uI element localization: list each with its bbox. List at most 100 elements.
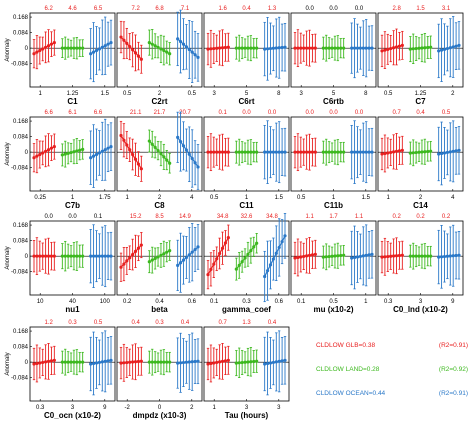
data-point bbox=[252, 245, 256, 249]
data-point bbox=[411, 47, 415, 51]
series-glb bbox=[293, 237, 317, 277]
y-tick-label: 0.168 bbox=[13, 119, 29, 125]
data-point bbox=[411, 254, 415, 258]
data-point bbox=[159, 253, 163, 257]
series-ocean bbox=[263, 16, 287, 81]
data-point bbox=[240, 260, 244, 264]
data-point bbox=[296, 46, 300, 50]
series-land bbox=[147, 348, 172, 376]
data-point bbox=[125, 259, 129, 263]
data-point bbox=[46, 254, 51, 258]
data-point bbox=[106, 254, 110, 258]
data-point bbox=[448, 46, 452, 50]
data-point bbox=[75, 149, 79, 153]
data-point bbox=[176, 361, 180, 365]
data-point bbox=[150, 258, 154, 262]
data-point bbox=[215, 46, 219, 50]
series-land bbox=[408, 138, 433, 167]
top-value-label: 1.3 bbox=[242, 320, 251, 326]
data-point bbox=[52, 254, 56, 258]
top-value-label: 21.1 bbox=[130, 110, 142, 116]
data-point bbox=[442, 254, 447, 259]
panel-label: mu (x10-2) bbox=[313, 305, 353, 314]
data-point bbox=[252, 150, 256, 154]
data-point bbox=[327, 150, 331, 154]
panel-0: 6.2 4.6 6.5 1 1.25 1.5 C1 -0.084 0 0.084 0.168 Anom… bbox=[5, 6, 116, 106]
data-point bbox=[136, 54, 141, 58]
top-value-label: 0.0 bbox=[242, 110, 251, 116]
data-point bbox=[448, 254, 452, 258]
x-tick-label: 4 bbox=[451, 195, 455, 201]
x-tick-label: 1 bbox=[245, 195, 249, 201]
data-point bbox=[187, 253, 191, 257]
top-value-label: 0.4 bbox=[268, 320, 277, 326]
data-point bbox=[271, 360, 275, 365]
data-point bbox=[234, 150, 238, 154]
top-value-label: 0.4 bbox=[416, 110, 425, 116]
data-point bbox=[296, 150, 300, 154]
data-point bbox=[243, 360, 247, 364]
data-point bbox=[156, 360, 160, 364]
panel-3: 0.0 0.0 0.0 3 5 8 C6rtb bbox=[290, 6, 377, 106]
x-tick-label: 2 bbox=[419, 195, 423, 201]
data-point bbox=[249, 360, 253, 364]
data-point bbox=[265, 150, 270, 154]
x-tick-label: 1.5 bbox=[362, 195, 371, 201]
top-value-label: 0.2 bbox=[393, 214, 402, 220]
data-point bbox=[63, 360, 67, 364]
x-tick-label: 0.3 bbox=[242, 299, 251, 305]
data-point bbox=[437, 255, 441, 259]
data-point bbox=[133, 249, 138, 253]
series-ocean bbox=[176, 9, 200, 84]
data-point bbox=[60, 254, 64, 258]
data-point bbox=[263, 274, 267, 279]
data-point bbox=[307, 150, 312, 154]
data-point bbox=[397, 149, 402, 153]
data-point bbox=[408, 151, 412, 155]
legend-r2: (R2=0.92) bbox=[439, 366, 468, 373]
x-tick-label: 1 bbox=[126, 195, 130, 201]
data-point bbox=[81, 147, 85, 151]
data-point bbox=[223, 241, 228, 245]
data-point bbox=[81, 254, 85, 258]
data-point bbox=[81, 46, 85, 50]
data-point bbox=[457, 148, 461, 152]
data-point bbox=[196, 245, 200, 249]
series-glb bbox=[119, 343, 143, 382]
top-value-label: 1.3 bbox=[268, 6, 277, 12]
data-point bbox=[209, 47, 213, 51]
data-point bbox=[139, 243, 143, 247]
data-point bbox=[442, 47, 447, 51]
data-point bbox=[352, 150, 357, 154]
data-point bbox=[339, 253, 343, 258]
data-point bbox=[32, 52, 36, 56]
data-point bbox=[206, 150, 210, 154]
data-point bbox=[131, 360, 135, 364]
series-ocean bbox=[89, 330, 113, 396]
panel-label: C0_ocn (x10-2) bbox=[44, 411, 101, 420]
x-tick-label: 40 bbox=[69, 299, 76, 305]
data-point bbox=[268, 361, 273, 365]
top-value-label: 0.1 bbox=[94, 214, 103, 220]
data-point bbox=[223, 359, 228, 363]
x-tick-label: 1.25 bbox=[415, 91, 427, 97]
data-point bbox=[437, 152, 441, 156]
top-value-label: 0.2 bbox=[416, 214, 425, 220]
data-point bbox=[49, 254, 54, 258]
data-point bbox=[125, 143, 129, 147]
panel-8: 0.0 0.0 0.0 0.5 1 1.5 C11b bbox=[290, 110, 377, 210]
data-point bbox=[119, 133, 123, 138]
data-point bbox=[342, 46, 346, 50]
series-ocean bbox=[437, 16, 461, 82]
x-tick-label: 0.2 bbox=[123, 299, 132, 305]
data-point bbox=[237, 150, 241, 154]
data-point bbox=[94, 254, 99, 258]
data-point bbox=[305, 254, 309, 258]
data-point bbox=[220, 46, 225, 50]
y-tick-label: 0.168 bbox=[13, 329, 29, 335]
data-point bbox=[394, 149, 399, 153]
top-value-label: 6.5 bbox=[94, 6, 103, 12]
series-glb bbox=[206, 224, 230, 290]
data-point bbox=[237, 46, 241, 50]
top-value-label: 1.1 bbox=[306, 214, 315, 220]
